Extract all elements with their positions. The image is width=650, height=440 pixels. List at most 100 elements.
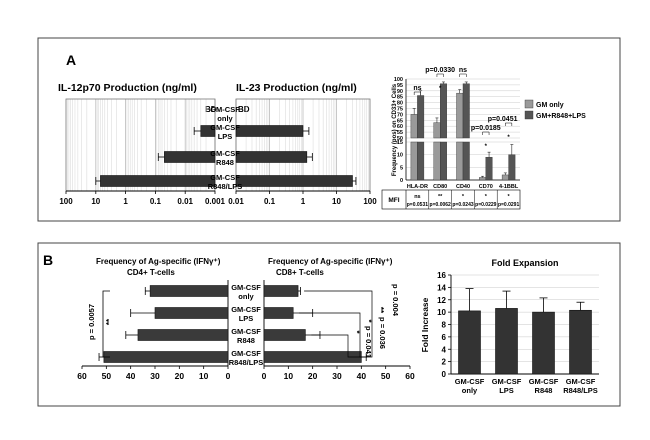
fold-category-line1: GM-CSF bbox=[529, 377, 559, 386]
category-label-line1: GM-CSF bbox=[210, 123, 240, 132]
fold-tick-label: 14 bbox=[437, 283, 446, 292]
cd8-tick-label: 10 bbox=[284, 371, 294, 381]
il23-bar bbox=[235, 125, 304, 137]
category-label-line1: GM-CSF bbox=[231, 349, 261, 358]
freq-bar bbox=[433, 122, 441, 139]
cd4-bar bbox=[154, 307, 229, 319]
category-label-line2: LPS bbox=[239, 314, 254, 323]
cd8-stars: * bbox=[364, 319, 373, 323]
fold-tick-label: 16 bbox=[437, 271, 446, 280]
cd8-tick-label: 40 bbox=[357, 371, 367, 381]
freq-tick-label: 10 bbox=[397, 153, 403, 159]
freq-bar-lower bbox=[410, 141, 418, 181]
fold-bar bbox=[495, 308, 518, 375]
category-label-line2: R848/LPS bbox=[229, 358, 264, 367]
freq-sig-label: p=0.0451 bbox=[488, 116, 518, 123]
fold-tick-label: 12 bbox=[437, 296, 446, 305]
legend-swatch-gm-only bbox=[524, 99, 534, 109]
cd8-p-value: p = 0.004 bbox=[391, 284, 400, 317]
freq-tick-label: 75 bbox=[397, 107, 403, 113]
freq-bar-lower bbox=[417, 141, 425, 181]
freq-tick-label: 85 bbox=[397, 95, 403, 101]
freq-tick-label: 55 bbox=[397, 130, 403, 136]
il12-tick-label: 1 bbox=[123, 197, 128, 206]
freq-category-label: HLA-DR bbox=[407, 184, 428, 190]
cd4-tick-label: 40 bbox=[126, 371, 136, 381]
freq-sig-bracket bbox=[459, 73, 467, 77]
fold-bar bbox=[569, 309, 592, 375]
legend-label-gm-r848-lps: GM+R848+LPS bbox=[536, 113, 586, 120]
freq-bar-lower bbox=[433, 141, 441, 181]
cd8-bar bbox=[263, 285, 299, 297]
cd4-tick-label: 10 bbox=[199, 371, 209, 381]
fold-title: Fold Expansion bbox=[491, 258, 558, 268]
freq-bar-lower bbox=[462, 141, 470, 181]
freq-sig-bracket bbox=[413, 91, 421, 95]
mfi-significance: * bbox=[485, 194, 488, 200]
il23-chart: 0.01 0.1 1 10 100 bbox=[228, 98, 377, 206]
freq-sig-label: p=0.0185 bbox=[471, 125, 501, 132]
cd8-sig-bracket bbox=[311, 334, 366, 358]
freq-tick-label: 5 bbox=[400, 165, 403, 171]
freq-tick-label: 65 bbox=[397, 118, 403, 124]
mfi-significance: ns bbox=[414, 194, 420, 200]
freq-tick-label: 60 bbox=[397, 124, 403, 130]
fold-tick-label: 2 bbox=[442, 358, 447, 367]
il23-bar bbox=[235, 175, 353, 187]
cd4-chart: 60 50 40 30 20 10 0 p = 0.0057 ** bbox=[77, 280, 231, 381]
panel-b-categories: GM-CSFonlyGM-CSFLPSGM-CSFR848GM-CSFR848/… bbox=[229, 283, 264, 367]
freq-tick-label: 70 bbox=[397, 112, 403, 118]
category-label-line2: LPS bbox=[218, 132, 233, 141]
freq-tick-label: 95 bbox=[397, 83, 403, 89]
cd8-title-line1: Frequency of Ag-specific (IFNγ⁺) bbox=[268, 257, 393, 266]
cd4-tick-label: 50 bbox=[102, 371, 112, 381]
cd4-sig-bracket bbox=[102, 290, 110, 358]
il23-tick-label: 100 bbox=[363, 197, 377, 206]
il12-chart: 100 10 1 0.1 0.01 0.001 bbox=[59, 98, 226, 206]
il23-tick-label: 0.01 bbox=[228, 197, 244, 206]
il23-tick-label: 0.1 bbox=[264, 197, 276, 206]
freq-sig-bracket bbox=[436, 73, 444, 77]
cd4-tick-label: 30 bbox=[150, 371, 160, 381]
category-label-line2: R848 bbox=[216, 158, 234, 167]
mfi-p-value: p=0.0243 bbox=[452, 202, 473, 208]
fold-expansion-chart: Fold Expansion 0 2 4 6 8 10 12 14 16 Fold Increase… bbox=[420, 258, 599, 395]
freq-star: * bbox=[485, 144, 488, 150]
freq-category-label: CD70 bbox=[479, 184, 493, 190]
category-label-line1: GM-CSF bbox=[210, 173, 240, 182]
freq-star: * bbox=[439, 86, 442, 92]
freq-bar bbox=[456, 92, 464, 139]
category-label-line2: R848 bbox=[237, 336, 255, 345]
fold-bar bbox=[532, 311, 555, 375]
freq-bar bbox=[417, 95, 425, 139]
cd8-tick-label: 30 bbox=[332, 371, 342, 381]
category-label-line2: R848/LPS bbox=[208, 182, 243, 191]
fold-category-line2: R848 bbox=[535, 386, 553, 395]
freq-sig-label: p=0.0330 bbox=[425, 67, 455, 74]
freq-y-label: Frequency (pos) on CD33+ Cells bbox=[392, 83, 398, 176]
cd8-stars: * bbox=[352, 330, 361, 334]
cd8-p-value: p = 0.041 bbox=[364, 326, 373, 358]
cd4-stars: ** bbox=[105, 318, 114, 325]
freq-bar bbox=[479, 177, 486, 181]
fold-category-line2: LPS bbox=[499, 386, 514, 395]
il12-tick-label: 0.001 bbox=[205, 197, 226, 206]
freq-bar bbox=[410, 114, 418, 139]
fold-category-line1: GM-CSF bbox=[566, 377, 596, 386]
il23-title: IL-23 Production (ng/ml) bbox=[236, 82, 357, 94]
category-label-line2: only bbox=[238, 292, 254, 301]
il23-bd: BD bbox=[238, 105, 250, 114]
panel-a-label: A bbox=[66, 52, 76, 68]
fold-tick-label: 0 bbox=[442, 370, 447, 379]
cd4-bar bbox=[137, 329, 229, 341]
il12-bar bbox=[100, 175, 216, 187]
il12-tick-label: 100 bbox=[59, 197, 73, 206]
il12-tick-label: 0.01 bbox=[177, 197, 193, 206]
cd4-tick-label: 0 bbox=[226, 371, 231, 381]
mfi-significance: * bbox=[508, 194, 511, 200]
panel-a-categories: GM-CSFonlyGM-CSFLPSGM-CSFR848GM-CSFR848/… bbox=[208, 105, 243, 191]
freq-tick-label: 15 bbox=[397, 140, 403, 146]
freq-category-label: CD40 bbox=[456, 184, 470, 190]
cd4-tick-label: 60 bbox=[77, 371, 87, 381]
mfi-label: MFI bbox=[388, 197, 399, 204]
